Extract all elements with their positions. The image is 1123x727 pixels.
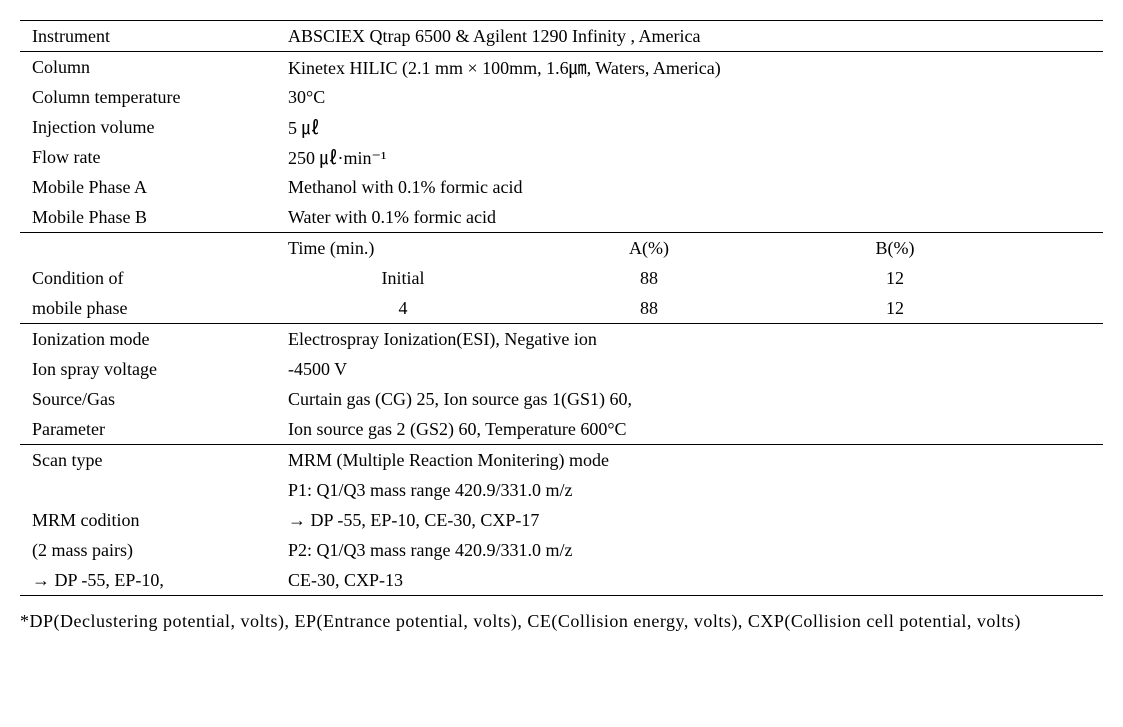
- row-gradient-header: Time (min.) A(%) B(%): [20, 232, 1103, 263]
- label-cond1: Condition of: [20, 266, 280, 291]
- row-coltemp: Column temperature 30°C: [20, 82, 1103, 112]
- value-ionspray: -4500 V: [280, 357, 1103, 382]
- row-column: Column Kinetex HILIC (2.1 mm × 100mm, 1.…: [20, 51, 1103, 82]
- value-mpa: Methanol with 0.1% formic acid: [280, 175, 1103, 200]
- params-table: Instrument ABSCIEX Qtrap 6500 & Agilent …: [20, 20, 1103, 596]
- value-src2: Ion source gas 2 (GS2) 60, Temperature 6…: [280, 417, 1103, 442]
- row-scan: Scan type MRM (Multiple Reaction Moniter…: [20, 444, 1103, 475]
- h-time: Time (min.): [280, 236, 526, 261]
- row-src2: Parameter Ion source gas 2 (GS2) 60, Tem…: [20, 414, 1103, 444]
- row-src1: Source/Gas Curtain gas (CG) 25, Ion sour…: [20, 384, 1103, 414]
- value-ionmode: Electrospray Ionization(ESI), Negative i…: [280, 327, 1103, 352]
- row-gradient-1: Condition of Initial 88 12: [20, 263, 1103, 293]
- value-flow: 250 ㎕·min⁻¹: [280, 142, 1103, 172]
- label-blank: [20, 488, 280, 492]
- g2-time: 4: [280, 296, 526, 321]
- label-src2: Parameter: [20, 417, 280, 442]
- label-src1: Source/Gas: [20, 387, 280, 412]
- h-b: B(%): [772, 236, 1018, 261]
- label-instrument: Instrument: [20, 24, 280, 49]
- value-coltemp: 30°C: [280, 85, 1103, 110]
- label-injvol: Injection volume: [20, 115, 280, 140]
- value-injvol: 5 ㎕: [280, 112, 1103, 142]
- row-ionmode: Ionization mode Electrospray Ionization(…: [20, 323, 1103, 354]
- row-instrument: Instrument ABSCIEX Qtrap 6500 & Agilent …: [20, 20, 1103, 51]
- row-mrm-p1: P1: Q1/Q3 mass range 420.9/331.0 m/z: [20, 475, 1103, 505]
- label-mrm-last: → DP -55, EP-10,: [20, 568, 280, 593]
- g2-a: 88: [526, 296, 772, 321]
- label-mrm2: (2 mass pairs): [20, 538, 280, 563]
- value-mpb: Water with 0.1% formic acid: [280, 205, 1103, 230]
- value-mrm-dp1: → DP -55, EP-10, CE-30, CXP-17: [280, 508, 1103, 533]
- h-a: A(%): [526, 236, 772, 261]
- value-mrm-p2: P2: Q1/Q3 mass range 420.9/331.0 m/z: [280, 538, 1103, 563]
- value-mrm-p1: P1: Q1/Q3 mass range 420.9/331.0 m/z: [280, 478, 1103, 503]
- row-mrm-p2: (2 mass pairs) P2: Q1/Q3 mass range 420.…: [20, 535, 1103, 565]
- row-mpb: Mobile Phase B Water with 0.1% formic ac…: [20, 202, 1103, 232]
- label-mpa: Mobile Phase A: [20, 175, 280, 200]
- value-src1: Curtain gas (CG) 25, Ion source gas 1(GS…: [280, 387, 1103, 412]
- value-scan: MRM (Multiple Reaction Monitering) mode: [280, 448, 1103, 473]
- row-mpa: Mobile Phase A Methanol with 0.1% formic…: [20, 172, 1103, 202]
- g1-a: 88: [526, 266, 772, 291]
- g1-time: Initial: [280, 266, 526, 291]
- label-flow: Flow rate: [20, 145, 280, 170]
- value-column: Kinetex HILIC (2.1 mm × 100mm, 1.6㎛, Wat…: [280, 52, 1103, 82]
- g2-b: 12: [772, 296, 1018, 321]
- label-coltemp: Column temperature: [20, 85, 280, 110]
- label-ionspray: Ion spray voltage: [20, 357, 280, 382]
- g1-b: 12: [772, 266, 1018, 291]
- label-scan: Scan type: [20, 448, 280, 473]
- row-injvol: Injection volume 5 ㎕: [20, 112, 1103, 142]
- footnote: *DP(Declustering potential, volts), EP(E…: [20, 596, 1103, 644]
- label-mpb: Mobile Phase B: [20, 205, 280, 230]
- value-instrument: ABSCIEX Qtrap 6500 & Agilent 1290 Infini…: [280, 24, 1103, 49]
- label-empty: [20, 246, 280, 250]
- row-mrm-dp1: MRM codition → DP -55, EP-10, CE-30, CXP…: [20, 505, 1103, 535]
- label-mrm1: MRM codition: [20, 508, 280, 533]
- row-flow: Flow rate 250 ㎕·min⁻¹: [20, 142, 1103, 172]
- label-column: Column: [20, 55, 280, 80]
- label-ionmode: Ionization mode: [20, 327, 280, 352]
- row-ionspray: Ion spray voltage -4500 V: [20, 354, 1103, 384]
- label-cond2: mobile phase: [20, 296, 280, 321]
- row-mrm-last: → DP -55, EP-10, CE-30, CXP-13: [20, 565, 1103, 595]
- row-gradient-2: mobile phase 4 88 12: [20, 293, 1103, 323]
- value-mrm-last: CE-30, CXP-13: [280, 568, 1103, 593]
